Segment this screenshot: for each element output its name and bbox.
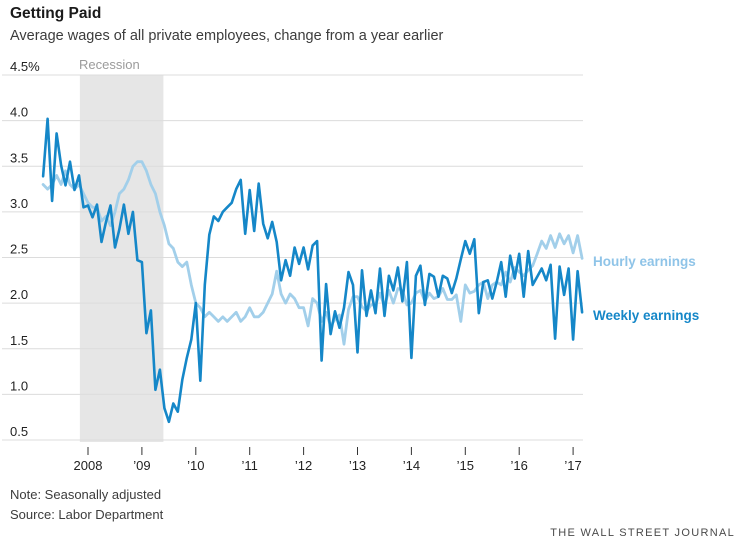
y-tick-label: 0.5 <box>10 424 28 439</box>
chart-source: Source: Labor Department <box>10 507 164 522</box>
y-tick-label: 4.0 <box>10 105 28 120</box>
x-tick-label: ’13 <box>349 458 366 473</box>
recession-band <box>79 75 164 442</box>
chart-note: Note: Seasonally adjusted <box>10 487 162 502</box>
chart-subtitle: Average wages of all private employees, … <box>10 28 444 44</box>
x-tick-label: ’10 <box>187 458 204 473</box>
legend-weekly-earnings: Weekly earnings <box>593 308 700 323</box>
y-tick-label: 2.0 <box>10 287 28 302</box>
y-tick-label: 1.5 <box>10 333 28 348</box>
legend-hourly-earnings: Hourly earnings <box>593 254 696 269</box>
y-tick-label: 1.0 <box>10 378 28 393</box>
y-tick-label: 3.0 <box>10 196 28 211</box>
x-tick-label: ’17 <box>564 458 581 473</box>
recession-band-label: Recession <box>79 57 140 72</box>
x-tick-label: ’11 <box>242 458 258 473</box>
x-tick-label: ’09 <box>133 458 150 473</box>
x-tick-label: ’14 <box>403 458 420 473</box>
x-tick-label: ’16 <box>511 458 528 473</box>
publisher-credit: THE WALL STREET JOURNAL <box>550 527 735 539</box>
x-tick-label: ’15 <box>457 458 474 473</box>
y-tick-label: 4.5% <box>10 59 40 74</box>
page-title: Getting Paid <box>10 5 102 22</box>
x-tick-label: 2008 <box>74 458 103 473</box>
weekly-earnings-line <box>41 117 584 424</box>
hourly-earnings-line <box>41 160 584 346</box>
y-tick-label: 2.5 <box>10 242 28 257</box>
x-tick-label: ’12 <box>295 458 312 473</box>
y-tick-label: 3.5 <box>10 150 28 165</box>
